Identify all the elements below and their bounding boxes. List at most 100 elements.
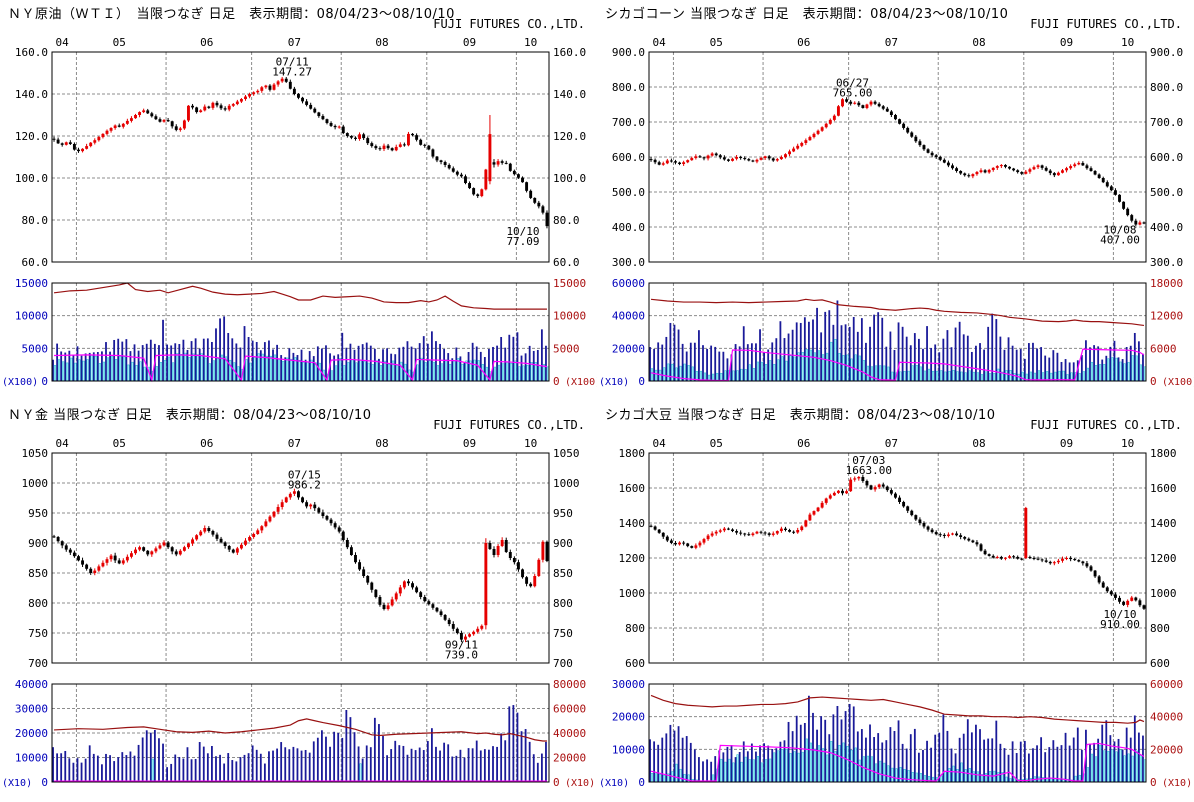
chart-cell-gold: ＮＹ金 当限つなぎ 日足 表示期間：08/04/23～08/10/10 FUJI… <box>0 401 597 802</box>
svg-text:1050: 1050 <box>22 447 49 460</box>
chart-cell-soy: シカゴ大豆 当限つなぎ 日足 表示期間：08/04/23～08/10/10 FU… <box>597 401 1194 802</box>
svg-text:100.0: 100.0 <box>15 172 48 185</box>
svg-text:08: 08 <box>972 437 985 450</box>
svg-text:700.0: 700.0 <box>612 116 645 129</box>
svg-text:40000: 40000 <box>15 678 48 691</box>
svg-text:(X10): (X10) <box>599 377 629 388</box>
svg-text:1000: 1000 <box>1150 587 1177 600</box>
svg-text:80000: 80000 <box>553 678 586 691</box>
soy-plot-area: 04 05 06 07 08 09 10 1800 1800 1600 1600 1400 1400 12… <box>597 401 1194 802</box>
svg-text:05: 05 <box>710 36 723 49</box>
svg-text:06: 06 <box>200 36 213 49</box>
svg-text:0: 0 <box>553 776 560 789</box>
svg-text:10: 10 <box>524 36 537 49</box>
svg-text:140.0: 140.0 <box>553 88 586 101</box>
svg-text:40000: 40000 <box>1150 711 1183 724</box>
svg-text:60000: 60000 <box>1150 678 1183 691</box>
svg-text:05: 05 <box>113 437 126 450</box>
company-watermark: FUJI FUTURES CO.,LTD. <box>1030 17 1182 31</box>
svg-text:850: 850 <box>28 567 48 580</box>
svg-text:0: 0 <box>1150 776 1157 789</box>
wti-plot-area: 04 05 06 07 08 09 10 160.0 160.0 140.0 140.0 120.0 1… <box>0 0 597 401</box>
svg-text:160.0: 160.0 <box>15 46 48 59</box>
svg-text:800: 800 <box>625 622 645 635</box>
svg-text:750: 750 <box>28 627 48 640</box>
svg-text:20000: 20000 <box>553 752 586 765</box>
svg-text:10/08: 10/08 <box>1103 224 1136 237</box>
svg-text:06/27: 06/27 <box>836 76 869 89</box>
svg-text:400.0: 400.0 <box>1150 221 1183 234</box>
svg-text:18000: 18000 <box>1150 277 1183 290</box>
svg-text:800.0: 800.0 <box>1150 81 1183 94</box>
svg-text:407.00: 407.00 <box>1100 234 1140 247</box>
svg-text:20000: 20000 <box>1150 743 1183 756</box>
svg-text:1400: 1400 <box>619 517 646 530</box>
svg-text:12000: 12000 <box>1150 310 1183 323</box>
svg-text:5000: 5000 <box>553 342 580 355</box>
svg-text:77.09: 77.09 <box>506 235 539 248</box>
soy-chart-canvas: 04 05 06 07 08 09 10 1800 1800 1600 1600 1400 1400 12… <box>599 437 1192 789</box>
svg-text:0: 0 <box>1150 375 1157 388</box>
svg-text:08: 08 <box>375 36 388 49</box>
chart-title-soy: シカゴ大豆 当限つなぎ 日足 表示期間：08/04/23～08/10/10 <box>605 408 996 423</box>
svg-text:10/10: 10/10 <box>506 225 539 238</box>
svg-text:(X100): (X100) <box>565 377 597 388</box>
svg-text:1600: 1600 <box>1150 482 1177 495</box>
svg-text:(X100): (X100) <box>2 377 38 388</box>
chart-cell-corn: シカゴコーン 当限つなぎ 日足 表示期間：08/04/23～08/10/10 F… <box>597 0 1194 401</box>
svg-text:140.0: 140.0 <box>15 88 48 101</box>
svg-text:04: 04 <box>56 437 70 450</box>
svg-text:05: 05 <box>113 36 126 49</box>
svg-text:700: 700 <box>28 657 48 670</box>
svg-text:1400: 1400 <box>1150 517 1177 530</box>
svg-text:600.0: 600.0 <box>612 151 645 164</box>
svg-text:20000: 20000 <box>612 711 645 724</box>
svg-text:07: 07 <box>885 36 898 49</box>
svg-text:600: 600 <box>625 657 645 670</box>
svg-text:1800: 1800 <box>1150 447 1177 460</box>
svg-text:1200: 1200 <box>619 552 646 565</box>
svg-text:07/11: 07/11 <box>276 56 309 69</box>
svg-text:10000: 10000 <box>612 743 645 756</box>
svg-text:(X10): (X10) <box>1162 778 1192 789</box>
svg-text:500.0: 500.0 <box>1150 186 1183 199</box>
svg-text:120.0: 120.0 <box>553 130 586 143</box>
gold-plot-area: 04 05 06 07 08 09 10 1050 1050 1000 1000 950 950 900 9… <box>0 401 597 802</box>
svg-text:739.0: 739.0 <box>445 649 478 662</box>
chart-title-gold: ＮＹ金 当限つなぎ 日足 表示期間：08/04/23～08/10/10 <box>8 408 372 423</box>
svg-text:15000: 15000 <box>553 277 586 290</box>
svg-text:(X100): (X100) <box>1162 377 1194 388</box>
svg-text:10/10: 10/10 <box>1103 608 1136 621</box>
svg-text:1000: 1000 <box>619 587 646 600</box>
svg-text:700.0: 700.0 <box>1150 116 1183 129</box>
svg-text:120.0: 120.0 <box>15 130 48 143</box>
svg-text:950: 950 <box>553 507 573 520</box>
gold-chart-canvas: 04 05 06 07 08 09 10 1050 1050 1000 1000 950 950 900 9… <box>2 437 595 789</box>
svg-text:1050: 1050 <box>553 447 580 460</box>
svg-text:06: 06 <box>797 36 810 49</box>
svg-text:300.0: 300.0 <box>612 256 645 269</box>
svg-text:1000: 1000 <box>553 477 580 490</box>
svg-text:09: 09 <box>463 36 476 49</box>
svg-text:950: 950 <box>28 507 48 520</box>
wti-chart-canvas: 04 05 06 07 08 09 10 160.0 160.0 140.0 140.0 120.0 1… <box>2 36 597 388</box>
svg-text:500.0: 500.0 <box>612 186 645 199</box>
svg-text:100.0: 100.0 <box>553 172 586 185</box>
svg-text:(X10): (X10) <box>599 778 629 789</box>
svg-text:700: 700 <box>553 657 573 670</box>
svg-text:986.2: 986.2 <box>288 478 321 491</box>
svg-text:147.27: 147.27 <box>272 66 312 79</box>
svg-text:04: 04 <box>56 36 70 49</box>
svg-text:0: 0 <box>638 776 645 789</box>
svg-text:1200: 1200 <box>1150 552 1177 565</box>
svg-text:0: 0 <box>638 375 645 388</box>
svg-text:07: 07 <box>885 437 898 450</box>
svg-text:09: 09 <box>1060 36 1073 49</box>
chart-title-wti: ＮＹ原油（ＷＴＩ） 当限つなぎ 日足 表示期間：08/04/23～08/10/1… <box>8 7 455 22</box>
svg-text:0: 0 <box>41 776 48 789</box>
svg-text:40000: 40000 <box>612 310 645 323</box>
svg-text:30000: 30000 <box>612 678 645 691</box>
svg-text:(X10): (X10) <box>2 778 32 789</box>
svg-text:07/03: 07/03 <box>852 454 885 467</box>
svg-text:20000: 20000 <box>15 727 48 740</box>
